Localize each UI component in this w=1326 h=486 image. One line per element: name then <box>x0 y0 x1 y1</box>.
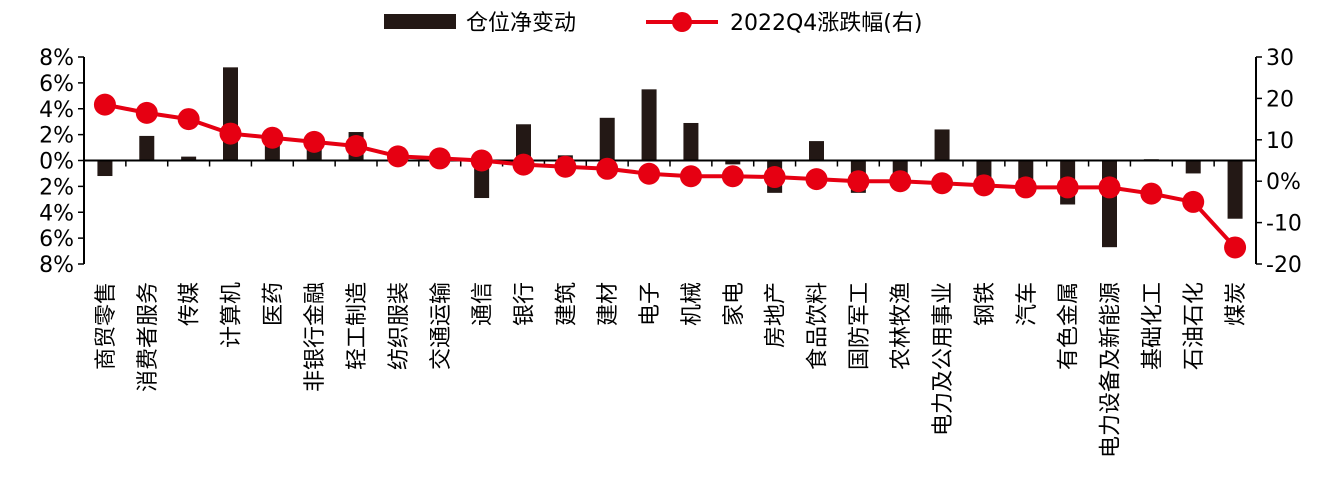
line-point-3 <box>219 122 242 145</box>
category-label-23: 有色金属 <box>1057 282 1082 370</box>
line-point-4 <box>261 126 284 149</box>
line-point-16 <box>763 166 786 189</box>
category-label-13: 电子 <box>638 282 663 326</box>
bar-14 <box>683 122 699 161</box>
left-tick-label-5: 2% <box>39 175 74 200</box>
category-label-22: 汽车 <box>1015 282 1040 326</box>
line-point-20 <box>931 172 954 195</box>
line-point-1 <box>135 101 158 124</box>
left-axis-ticks: 8%6%4%2%0%2%4%6%8% <box>39 46 84 278</box>
line-point-23 <box>1056 176 1079 199</box>
line-point-18 <box>847 170 870 193</box>
category-labels: 商贸零售 消费者服务 传媒 计算机 医药 非银行金融 轻工制造 纺织服装 交通运输 通信 银行 建筑建… <box>94 282 1249 458</box>
line-point-5 <box>303 130 326 153</box>
category-label-19: 农林牧渔 <box>889 282 914 370</box>
bar-1 <box>139 135 155 161</box>
line-point-14 <box>679 165 702 188</box>
category-label-24: 电力设备及新能源 <box>1099 282 1124 458</box>
legend-marker <box>672 12 692 32</box>
right-axis-ticks: 30 20 10 0% -10 -20 <box>1256 46 1302 278</box>
bar-13 <box>641 89 657 161</box>
category-label-4: 医药 <box>261 282 286 326</box>
line-point-8 <box>428 147 451 170</box>
left-tick-label-3: 2% <box>39 124 74 149</box>
line-point-12 <box>596 157 619 180</box>
left-tick-label-0: 8% <box>39 46 74 71</box>
right-tick-label-5: -20 <box>1266 253 1302 278</box>
line-point-6 <box>345 135 368 158</box>
category-label-20: 电力及公用事业 <box>931 282 956 436</box>
category-label-7: 纺织服装 <box>387 282 412 370</box>
category-label-14: 机械 <box>680 282 705 326</box>
left-tick-label-7: 6% <box>39 227 74 252</box>
legend: 仓位净变动 2022Q4涨跌幅(右) <box>384 11 922 36</box>
category-label-8: 交通运输 <box>429 282 454 370</box>
line-point-10 <box>512 153 535 176</box>
left-tick-label-6: 4% <box>39 201 74 226</box>
bar-2 <box>181 156 197 161</box>
category-label-25: 基础化工 <box>1140 282 1165 370</box>
line-point-27 <box>1224 236 1247 259</box>
line-point-22 <box>1014 176 1037 199</box>
bar-0 <box>97 160 113 177</box>
line-series <box>93 93 1247 259</box>
line-point-11 <box>554 155 577 178</box>
bar-27 <box>1227 160 1243 219</box>
left-tick-label-2: 4% <box>39 98 74 123</box>
right-tick-label-4: -10 <box>1266 212 1302 237</box>
category-label-21: 钢铁 <box>973 282 998 326</box>
line-point-19 <box>889 170 912 193</box>
bar-20 <box>934 129 950 161</box>
category-label-18: 国防军工 <box>847 282 872 370</box>
category-label-10: 银行 <box>513 282 538 326</box>
category-label-9: 通信 <box>471 282 496 326</box>
category-label-2: 传媒 <box>178 282 203 326</box>
bar-10 <box>516 124 531 161</box>
bar-26 <box>1185 160 1201 174</box>
category-label-26: 石油石化 <box>1182 282 1207 370</box>
category-label-5: 非银行金融 <box>303 282 328 392</box>
left-tick-label-8: 8% <box>39 253 74 278</box>
category-label-17: 食品饮料 <box>806 282 831 370</box>
category-label-1: 消费者服务 <box>136 282 161 392</box>
bar-3 <box>223 67 238 161</box>
line-point-7 <box>386 145 409 168</box>
right-tick-label-1: 20 <box>1266 87 1294 112</box>
axes <box>83 57 1257 264</box>
line-point-0 <box>93 93 116 116</box>
category-label-11: 建筑 <box>554 282 579 326</box>
category-label-12: 建材 <box>596 282 621 326</box>
legend-label-line: 2022Q4涨跌幅(右) <box>730 11 922 36</box>
line-point-24 <box>1098 176 1121 199</box>
legend-label-bars: 仓位净变动 <box>466 11 576 36</box>
category-label-27: 煤炭 <box>1224 282 1249 326</box>
category-label-16: 房地产 <box>764 282 789 348</box>
bar-series <box>97 67 1243 248</box>
left-tick-label-1: 6% <box>39 72 74 97</box>
category-label-3: 计算机 <box>220 282 245 348</box>
bar-12 <box>599 117 615 161</box>
category-label-15: 家电 <box>722 282 747 326</box>
line-point-15 <box>721 165 744 188</box>
line-point-2 <box>177 108 200 131</box>
line-point-25 <box>1140 182 1163 205</box>
category-label-0: 商贸零售 <box>94 282 119 370</box>
line-point-21 <box>972 174 995 197</box>
line-path <box>104 102 1237 249</box>
bar-24 <box>1102 160 1117 248</box>
right-tick-label-2: 10 <box>1266 129 1294 154</box>
bar-15 <box>725 160 741 165</box>
line-point-13 <box>638 162 661 185</box>
line-point-26 <box>1182 190 1205 213</box>
line-point-17 <box>805 168 828 191</box>
bar-17 <box>809 141 824 161</box>
category-label-6: 轻工制造 <box>345 282 370 370</box>
right-tick-label-3: 0% <box>1266 170 1301 195</box>
left-tick-label-4: 0% <box>39 150 74 175</box>
right-tick-label-0: 30 <box>1266 46 1294 71</box>
legend-bar-swatch <box>384 14 456 29</box>
line-point-9 <box>470 149 493 172</box>
